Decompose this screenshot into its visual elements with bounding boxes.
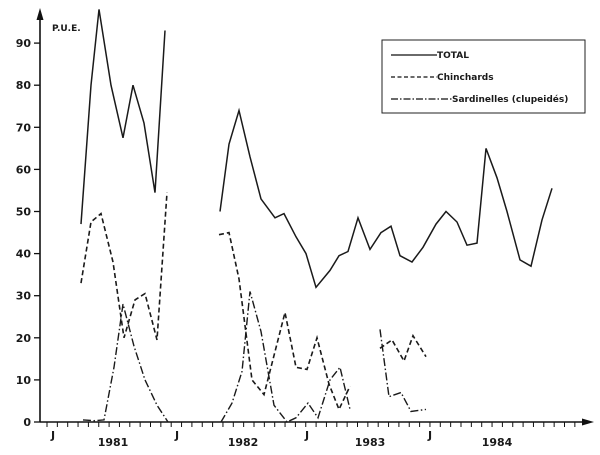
y-tick-label: 90 — [16, 37, 32, 50]
sardinelles-line — [379, 329, 427, 413]
y-tick-label: 20 — [16, 332, 32, 345]
legend: TOTAL Chinchards Sardinelles (clupeidés) — [381, 39, 586, 114]
y-axis-label: P.U.E. — [52, 24, 81, 34]
x-year-label: 1982 — [228, 436, 259, 449]
y-tick-label: 40 — [16, 248, 32, 261]
x-month-label: J — [174, 429, 179, 442]
x-year-label: 1983 — [355, 436, 386, 449]
x-month-label: J — [304, 429, 309, 442]
x-axis-arrow-icon — [582, 418, 594, 426]
x-month-label: J — [427, 429, 432, 442]
sardinelles-line — [82, 303, 169, 423]
y-ticks: 0 10 20 30 40 50 60 70 80 90 — [16, 37, 40, 429]
chinchards-line — [218, 231, 351, 412]
y-axis-arrow-icon — [36, 8, 44, 20]
chinchards-line — [80, 192, 168, 341]
total-line — [80, 9, 166, 225]
y-tick-label: 80 — [16, 79, 32, 92]
x-year-label: 1981 — [98, 436, 129, 449]
legend-chinchards-label: Chinchards — [437, 73, 494, 83]
y-tick-label: 70 — [16, 121, 32, 134]
y-tick-label: 30 — [16, 290, 32, 303]
y-tick-label: 50 — [16, 206, 32, 219]
series-group — [80, 9, 553, 423]
legend-total-label: TOTAL — [437, 51, 469, 61]
y-tick-label: 60 — [16, 163, 32, 176]
sardinelles-line — [220, 291, 351, 423]
x-month-label: J — [50, 429, 55, 442]
total-line — [219, 107, 553, 289]
x-year-label: 1984 — [482, 436, 513, 449]
chinchards-line — [379, 333, 427, 363]
y-tick-label: 10 — [16, 374, 32, 387]
y-tick-label: 0 — [23, 416, 31, 429]
legend-sardinelles-label: Sardinelles (clupeidés) — [452, 94, 568, 105]
x-ticks: J 1981 J 1982 J 1983 J 1984 — [46, 422, 576, 449]
